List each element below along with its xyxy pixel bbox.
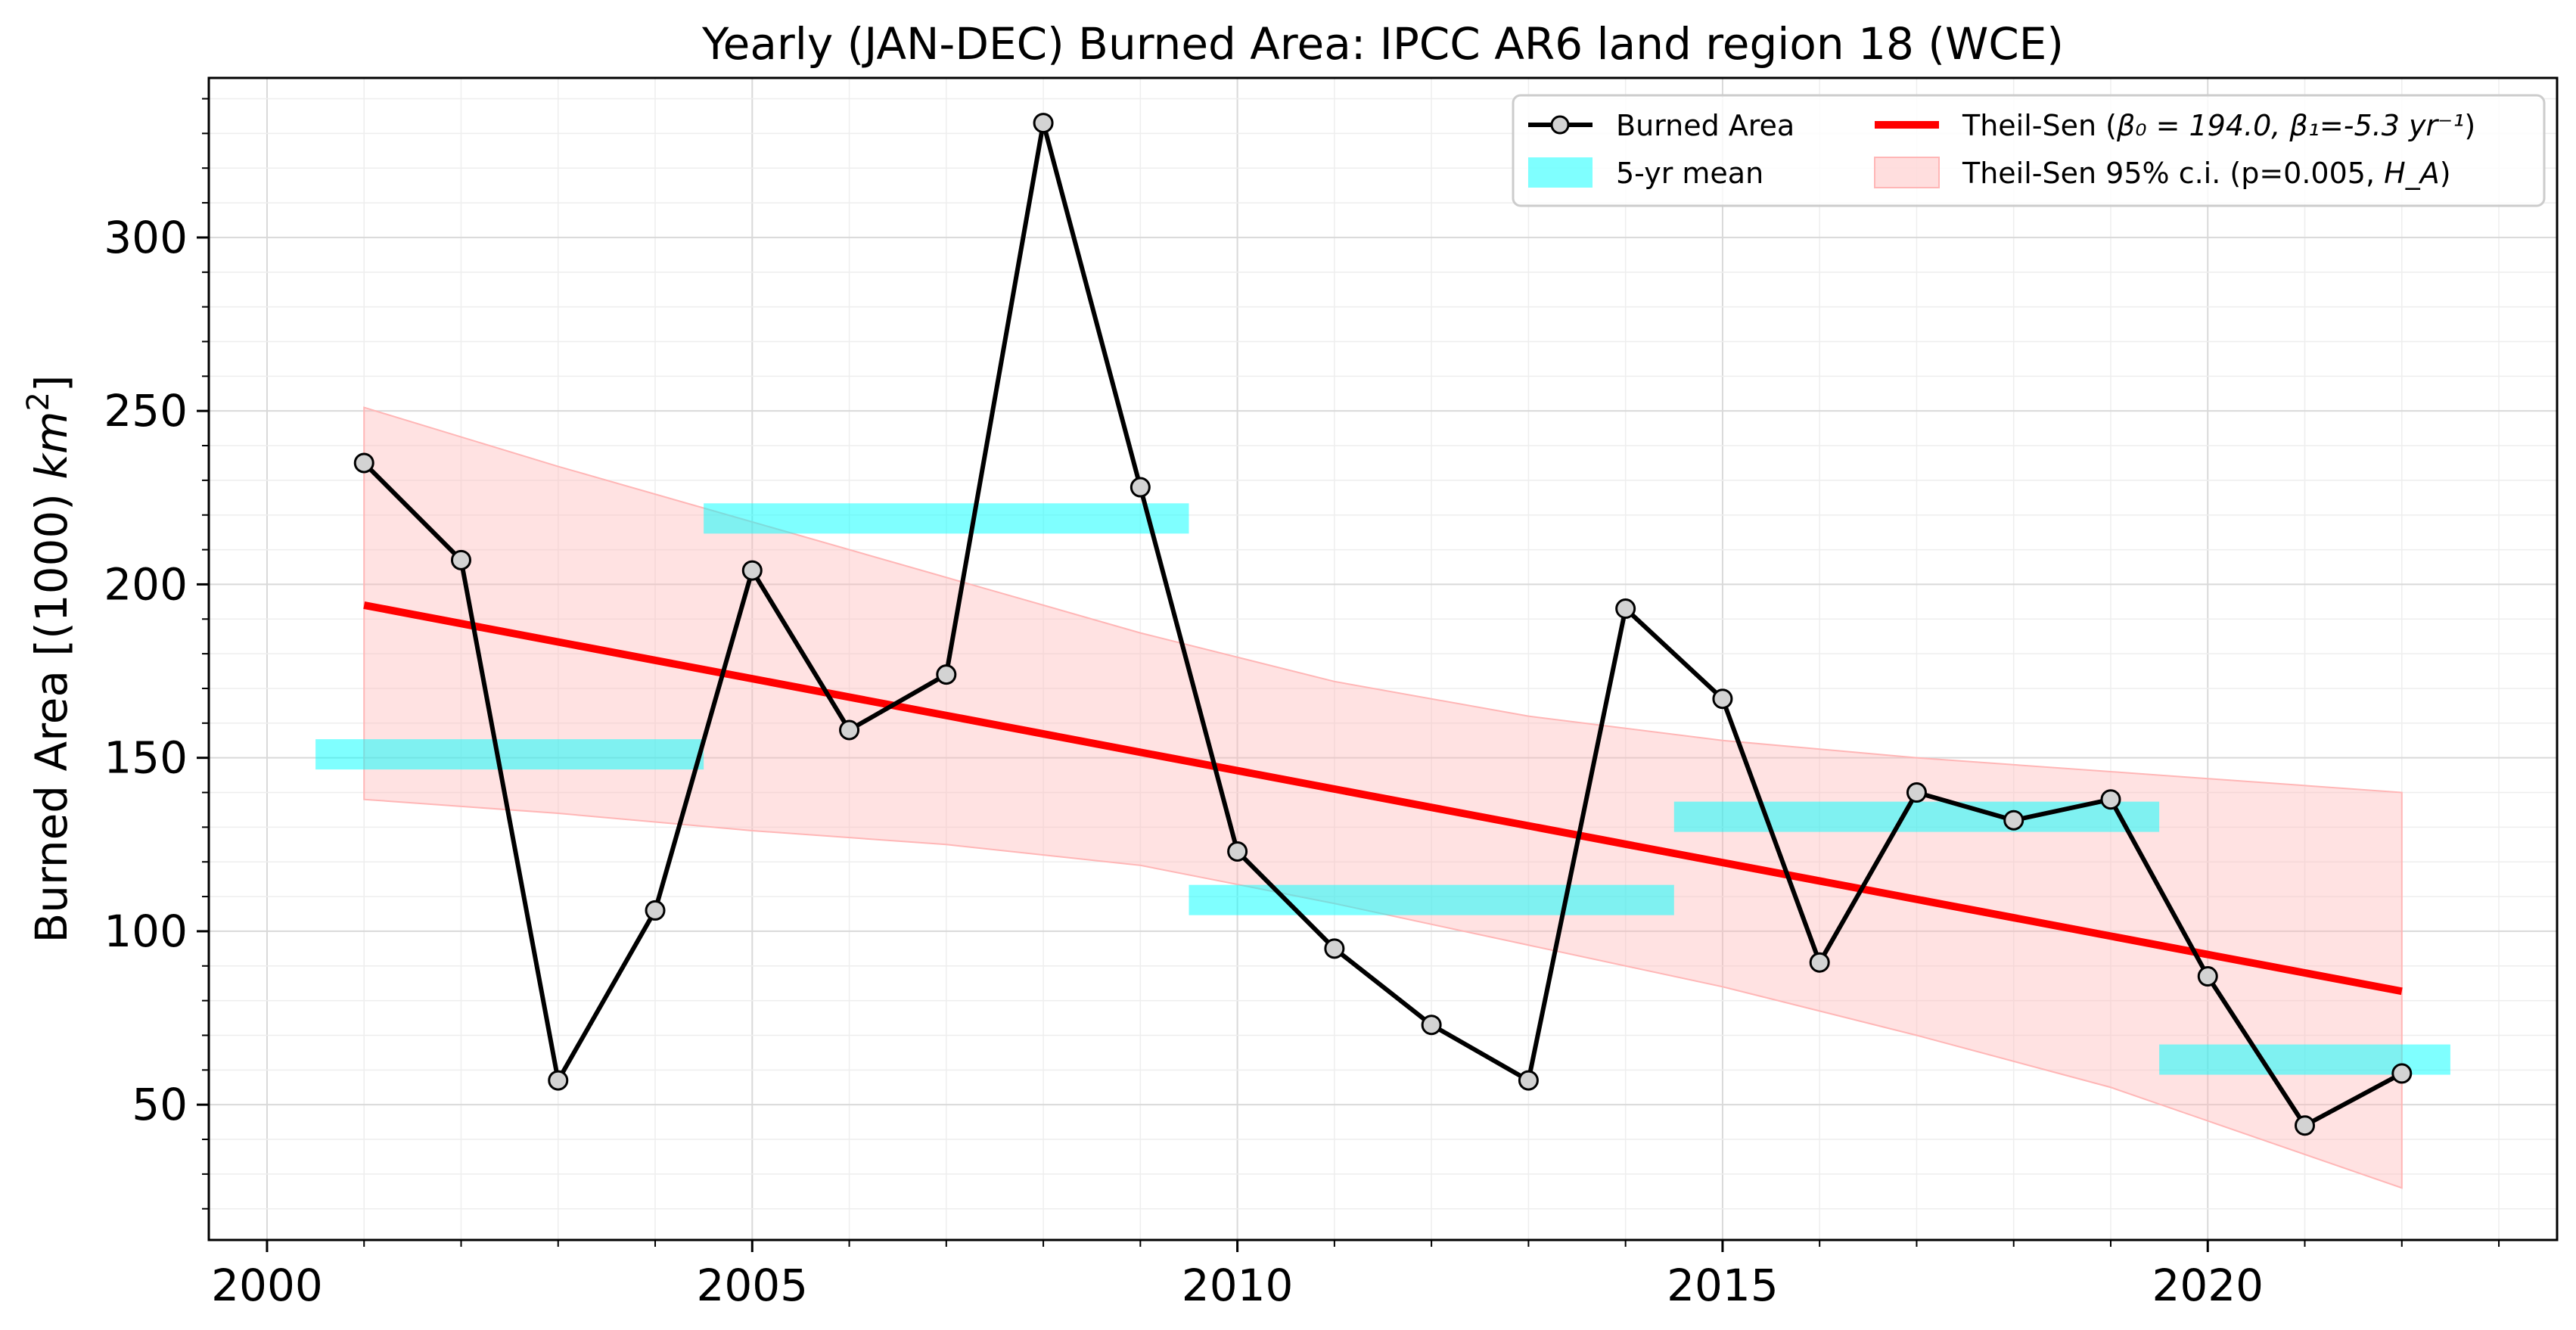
legend-pink-patch-icon bbox=[1874, 157, 1940, 188]
burned-area-point bbox=[2100, 789, 2121, 810]
legend-label-5yr-mean: 5-yr mean bbox=[1616, 157, 1763, 190]
burned-area-point bbox=[2295, 1115, 2316, 1136]
y-tick-label: 100 bbox=[104, 906, 188, 957]
legend-box bbox=[1512, 94, 2546, 207]
burned-area-point bbox=[1518, 1070, 1539, 1091]
burned-area-point bbox=[2391, 1063, 2413, 1084]
burned-area-point bbox=[1421, 1015, 1442, 1036]
burned-area-series-layer bbox=[353, 113, 2413, 1136]
y-tick-label: 50 bbox=[132, 1079, 188, 1130]
legend-item-burned-area: Burned Area bbox=[1528, 109, 1794, 142]
five-year-mean-bar bbox=[1189, 884, 1674, 915]
x-tick-label: 2000 bbox=[211, 1260, 323, 1311]
y-tick-label: 200 bbox=[104, 558, 188, 610]
y-tick-label: 300 bbox=[104, 212, 188, 263]
x-tick-label: 2015 bbox=[1667, 1260, 1779, 1311]
burned-area-point bbox=[1809, 952, 1830, 973]
burned-area-point bbox=[353, 452, 374, 474]
theil-sen-trend-line bbox=[363, 601, 2403, 996]
burned-area-point bbox=[645, 900, 666, 921]
legend-marker-icon bbox=[1550, 115, 1570, 135]
legend-label-burned-area: Burned Area bbox=[1616, 109, 1794, 142]
legend-cyan-patch-icon bbox=[1528, 157, 1593, 188]
legend-label-theil-sen-ci: Theil-Sen 95% c.i. (p=0.005, H_A) bbox=[1962, 157, 2451, 190]
y-tick-label: 150 bbox=[104, 732, 188, 784]
burned-area-point bbox=[1712, 688, 1733, 710]
chart-title: Yearly (JAN-DEC) Burned Area: IPCC AR6 l… bbox=[701, 18, 2064, 70]
grid bbox=[209, 78, 2557, 1240]
axis-ticks: 2000 2005 2010 2015 2020 50 100 150 200 250 300 bbox=[104, 98, 2500, 1311]
burned-area-point bbox=[1227, 841, 1248, 862]
x-tick-label: 2020 bbox=[2152, 1260, 2264, 1311]
burned-area-point bbox=[548, 1070, 569, 1091]
five-year-mean-bar bbox=[315, 739, 704, 770]
x-tick-label: 2005 bbox=[696, 1260, 808, 1311]
burned-area-point bbox=[2003, 809, 2024, 831]
burned-area-point bbox=[741, 560, 763, 581]
burned-area-line bbox=[362, 120, 2404, 1128]
axes-frame bbox=[207, 76, 2559, 1241]
burned-area-point bbox=[2197, 966, 2218, 987]
burned-area-point bbox=[1906, 782, 1927, 803]
y-axis-label: Burned Area [(1000) km2] bbox=[21, 374, 77, 943]
trend-line-layer bbox=[363, 601, 2403, 996]
x-tick-label: 2010 bbox=[1182, 1260, 1294, 1311]
burned-area-point bbox=[1615, 598, 1636, 620]
legend-item-theil-sen-ci: Theil-Sen 95% c.i. (p=0.005, H_A) bbox=[1874, 157, 2451, 190]
legend-item-5yr-mean: 5-yr mean bbox=[1528, 157, 1763, 190]
legend-label-theil-sen: Theil-Sen (β₀ = 194.0, β₁=-5.3 yr⁻¹) bbox=[1962, 109, 2475, 142]
burned-area-point bbox=[839, 719, 860, 741]
burned-area-point bbox=[1033, 113, 1054, 134]
five-year-mean-bar bbox=[704, 503, 1189, 534]
legend: Burned Area 5-yr mean Theil-Sen (β₀ = 19… bbox=[1512, 94, 2546, 207]
burned-area-point bbox=[450, 549, 471, 570]
burned-area-point bbox=[936, 664, 957, 685]
burned-area-point bbox=[1130, 477, 1151, 498]
y-tick-label: 250 bbox=[104, 385, 188, 437]
burned-area-point bbox=[1324, 938, 1345, 959]
legend-item-theil-sen: Theil-Sen (β₀ = 194.0, β₁=-5.3 yr⁻¹) bbox=[1875, 109, 2475, 142]
